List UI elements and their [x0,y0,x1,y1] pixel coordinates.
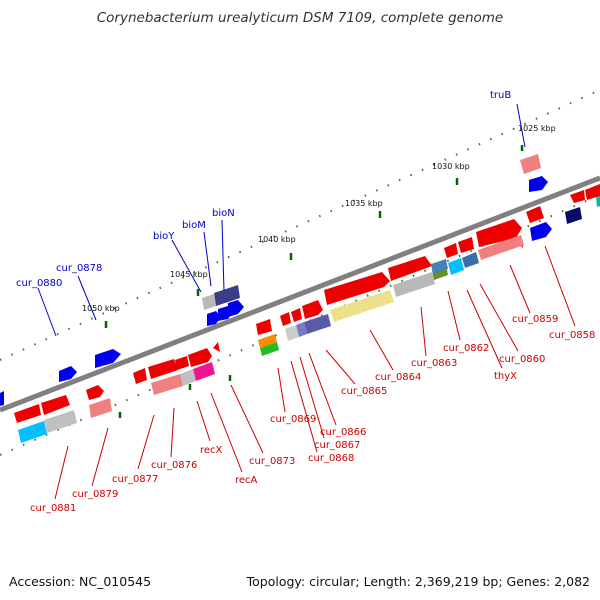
gene-cur_0881-a [41,395,70,415]
gene-steel-0863 [431,259,448,274]
gene-label-cur_0858: cur_0858 [549,330,595,341]
reverse-label-lines [54,245,576,500]
gene-label-cur_0868: cur_0868 [308,453,354,464]
accession-text: Accession: NC_010545 [9,574,152,589]
gene-label-recX: recX [200,445,223,456]
forward-genes [0,176,548,406]
tick-label: 1025 kbp [518,124,556,133]
gene-label-bioM: bioM [182,220,206,231]
gene-cur_0868 [280,312,291,326]
gene-bioM [218,306,233,321]
gene-gray-0881 [44,410,77,433]
gene-bio-block-gray [202,294,216,310]
gene-gray-0868 [285,325,299,341]
forward-label-lines [37,103,526,337]
gene-label-cur_0873: cur_0873 [249,456,295,467]
gene-label-truB: truB [490,90,511,101]
gene-cur_0863b [444,243,458,258]
gene-label-cur_0881: cur_0881 [30,503,76,514]
gene-label-cur_0862: cur_0862 [443,343,489,354]
gene-left-edge [0,391,4,406]
tick-label: 1035 kbp [345,199,383,208]
gene-pink-0876 [151,374,183,395]
gene-cur_0864 [388,256,432,281]
gene-cur_0876 [148,359,178,379]
gene-gray-recX [180,369,196,386]
gene-cyan-0862 [448,258,464,275]
tick-label: 1040 kbp [258,235,296,244]
gene-cur_0867 [291,308,302,322]
gene-orange-0869 [258,334,277,348]
gene-truB [529,176,548,192]
gene-yellow-0865 [330,290,394,322]
gene-cur_0881-b [14,404,41,423]
gene-cur_0859-a [570,190,585,203]
gene-label-cur_0860: cur_0860 [499,354,545,365]
gene-cur_0879 [86,385,104,400]
gene-cur_0863 [458,237,474,253]
gene-pink-light [520,154,541,174]
gene-cur_0858 [585,184,600,200]
gene-label-bioY: bioY [153,231,175,242]
gene-cur_0865 [324,272,390,305]
gene-pink-0879 [89,398,112,418]
gene-slate-0866 [304,314,331,334]
map-title: Corynebacterium urealyticum DSM 7109, co… [96,10,504,26]
gene-teal-right [596,196,600,207]
gene-label-cur_0878: cur_0878 [56,263,102,274]
gene-blue-right [530,222,552,241]
gene-cyan-0881 [18,421,47,443]
gene-label-cur_0866: cur_0866 [320,427,366,438]
gene-green-0869 [260,342,279,356]
gene-label-cur_0880: cur_0880 [16,278,62,289]
gene-cur_0869 [256,319,272,335]
major-ticks [104,145,524,418]
gene-slate-0867 [296,322,307,337]
gene-label-cur_0865: cur_0865 [341,386,387,397]
gene-label-cur_0867: cur_0867 [314,440,360,451]
gene-cur_0862 [476,219,522,247]
tick-label: 1045 kbp [170,270,208,279]
gene-bioY [207,311,221,326]
gene-cur_0860 [526,206,544,223]
gene-label-cur_0877: cur_0877 [112,474,158,485]
genome-backbone [0,175,600,413]
gene-label-recA: recA [235,475,258,486]
gene-label-thyX: thyX [494,371,517,382]
gene-pink-0860 [478,235,524,260]
gene-cur_0877 [133,368,147,384]
tick-label: 1050 kbp [82,304,120,313]
reverse-genes [14,184,600,423]
gene-label-cur_0879: cur_0879 [72,489,118,500]
gene-label-cur_0863: cur_0863 [411,358,457,369]
genome-summary-text: Topology: circular; Length: 2,369,219 bp… [246,574,590,589]
gene-label-cur_0864: cur_0864 [375,372,421,383]
gene-label-cur_0859: cur_0859 [512,314,558,325]
gene-cur_0878 [95,349,121,368]
gene-label-bioN: bioN [212,208,235,219]
tick-label: 1030 kbp [432,162,470,171]
gene-cur_0880 [59,366,77,382]
gene-magenta-recA [193,362,215,381]
gene-recA [188,348,212,367]
gene-label-cur_0869: cur_0869 [270,414,316,425]
gene-bio-block-dark [214,285,240,306]
gene-navy-right [565,207,582,224]
gene-cur_0866 [302,300,323,319]
gene-recX [175,356,189,370]
gene-gray-0864 [393,272,435,297]
gene-cur_0873 [213,342,220,352]
gene-label-cur_0876: cur_0876 [151,460,197,471]
gene-blue-steel [462,252,479,268]
